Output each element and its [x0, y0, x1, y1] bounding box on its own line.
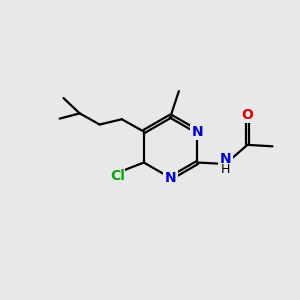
Text: N: N — [192, 124, 203, 139]
Text: N: N — [165, 171, 176, 185]
Text: N: N — [220, 152, 231, 166]
Text: O: O — [242, 107, 254, 122]
Text: Cl: Cl — [110, 169, 125, 183]
Text: H: H — [221, 163, 230, 176]
